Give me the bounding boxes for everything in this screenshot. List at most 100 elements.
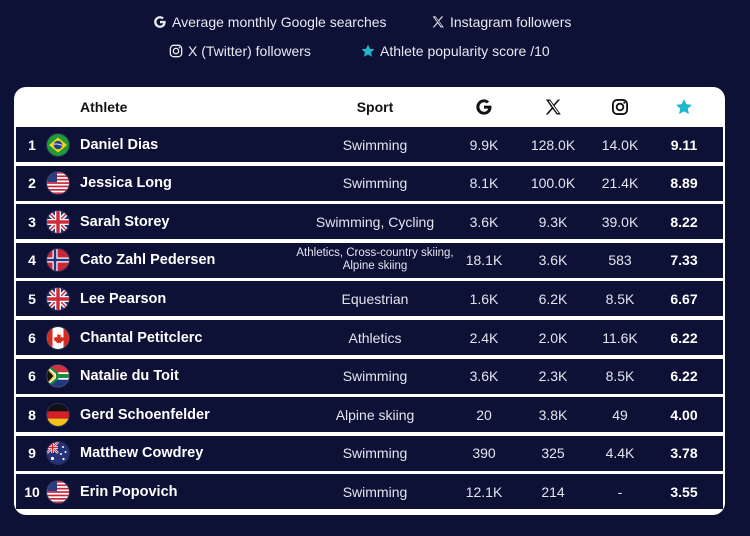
- score-cell: 6.22: [670, 329, 698, 346]
- flag-uk-icon: [46, 209, 70, 234]
- rank-cell: 6: [28, 329, 36, 346]
- google-searches-cell: 12.1K: [465, 483, 503, 500]
- athlete-name-cell: Daniel Dias: [80, 136, 159, 153]
- athlete-name-cell: Cato Zahl Pedersen: [80, 252, 216, 269]
- instagram-followers-cell: 583: [608, 252, 632, 269]
- flag-south-africa-icon: [46, 364, 70, 389]
- instagram-followers-cell: 14.0K: [601, 136, 639, 153]
- google-searches-cell: 20: [476, 406, 492, 423]
- flag-australia-icon: [46, 441, 70, 466]
- instagram-followers-cell: 21.4K: [601, 175, 639, 192]
- sport-cell: Athletics: [348, 329, 402, 346]
- header-google-icon: [460, 87, 508, 127]
- sport-cell: Athletics, Cross-country skiing, Alpine …: [296, 247, 454, 273]
- legend-row-1: Average monthly Google searches Instagra…: [0, 10, 750, 34]
- table-card: Athlete Sport 1 Daniel Dias Swimming 9.9K 12…: [14, 87, 725, 515]
- score-cell: 9.11: [670, 136, 698, 153]
- table-row: 9 Matthew Cowdrey Swimming 390 325 4.4K 3.78: [16, 435, 723, 471]
- legend-instagram: X (Twitter) followers: [168, 39, 311, 63]
- sport-cell: Alpine skiing: [335, 406, 415, 423]
- instagram-followers-cell: -: [617, 483, 623, 500]
- flag-germany-icon: [46, 402, 70, 427]
- flag-uk-icon: [46, 286, 70, 311]
- instagram-followers-cell: 4.4K: [605, 445, 635, 462]
- table-row: 2 Jessica Long Swimming 8.1K 100.0K 21.4K 8.89: [16, 165, 723, 201]
- google-searches-cell: 18.1K: [465, 252, 503, 269]
- legend-google: Average monthly Google searches: [152, 10, 387, 34]
- score-cell: 6.22: [670, 368, 698, 385]
- sport-cell: Swimming, Cycling: [315, 213, 435, 230]
- x-followers-cell: 100.0K: [530, 175, 576, 192]
- x-followers-cell: 6.2K: [538, 290, 568, 307]
- score-cell: 3.78: [670, 445, 698, 462]
- x-followers-cell: 3.8K: [538, 406, 568, 423]
- table-row: 1 Daniel Dias Swimming 9.9K 128.0K 14.0K 9.11: [16, 127, 723, 162]
- google-searches-cell: 1.6K: [469, 290, 499, 307]
- google-searches-cell: 2.4K: [469, 329, 499, 346]
- score-cell: 4.00: [670, 406, 698, 423]
- rank-cell: 9: [28, 445, 36, 462]
- sport-cell: Swimming: [342, 175, 408, 192]
- legend-x: Instagram followers: [430, 10, 571, 34]
- athlete-name-cell: Chantal Petitclerc: [80, 329, 203, 346]
- instagram-followers-cell: 11.6K: [602, 329, 638, 346]
- table-row: 6 Chantal Petitclerc Athletics 2.4K 2.0K 11.6…: [16, 320, 723, 355]
- instagram-followers-cell: 49: [612, 406, 628, 423]
- x-icon: [430, 14, 446, 30]
- header-star-icon: [658, 87, 710, 127]
- athlete-name-cell: Matthew Cowdrey: [80, 445, 204, 462]
- sport-cell: Swimming: [342, 483, 408, 500]
- flag-cell: [46, 474, 70, 509]
- athlete-name-cell: Gerd Schoenfelder: [80, 406, 210, 423]
- x-followers-cell: 325: [541, 445, 565, 462]
- score-cell: 8.89: [670, 175, 698, 192]
- x-followers-cell: 2.0K: [538, 329, 568, 346]
- sport-cell: Swimming: [342, 136, 408, 153]
- table-row: 4 Cato Zahl Pedersen Athletics, Cross-coun…: [16, 242, 723, 278]
- athlete-name-cell: Natalie du Toit: [80, 368, 179, 385]
- legend-row-2: X (Twitter) followers Athlete popularity…: [0, 39, 750, 63]
- instagram-icon: [168, 43, 184, 59]
- flag-usa-icon: [46, 171, 70, 196]
- x-followers-cell: 3.6K: [538, 252, 568, 269]
- google-searches-cell: 390: [472, 445, 496, 462]
- rank-cell: 3: [28, 213, 36, 230]
- table-row: 6 Natalie du Toit Swimming 3.6K 2.3K 8.5K 6.22: [16, 358, 723, 394]
- score-cell: 7.33: [670, 252, 698, 269]
- athlete-name-cell: Lee Pearson: [80, 290, 167, 307]
- star-icon: [360, 43, 376, 59]
- rank-cell: 6: [28, 368, 36, 385]
- table-row: 10 Erin Popovich Swimming 12.1K 214 - 3.55: [16, 474, 723, 510]
- sport-cell: Swimming: [342, 368, 408, 385]
- athlete-name-cell: Jessica Long: [80, 175, 172, 192]
- instagram-followers-cell: 8.5K: [605, 290, 635, 307]
- table-header: Athlete Sport: [14, 87, 725, 127]
- flag-cell: [46, 204, 70, 239]
- athlete-name-cell: Sarah Storey: [80, 213, 170, 230]
- flag-cell: [46, 127, 70, 162]
- flag-canada-icon: [46, 325, 70, 350]
- flag-cell: [46, 320, 70, 355]
- header-athlete: Athlete: [80, 99, 128, 115]
- score-cell: 3.55: [670, 483, 698, 500]
- flag-norway-icon: [46, 248, 70, 273]
- instagram-followers-cell: 8.5K: [605, 368, 635, 385]
- x-followers-cell: 128.0K: [530, 136, 576, 153]
- legend-x-label: Instagram followers: [450, 14, 572, 30]
- flag-cell: [46, 166, 70, 201]
- rank-cell: 8: [28, 406, 36, 423]
- score-cell: 8.22: [670, 213, 698, 230]
- rank-cell: 2: [28, 175, 36, 192]
- google-searches-cell: 9.9K: [469, 136, 499, 153]
- flag-cell: [46, 243, 70, 278]
- flag-cell: [46, 436, 70, 471]
- rank-cell: 10: [24, 483, 40, 500]
- flag-cell: [46, 397, 70, 432]
- flag-usa-icon: [46, 479, 70, 504]
- flag-cell: [46, 281, 70, 316]
- google-icon: [152, 14, 168, 30]
- legend-star: Athlete popularity score /10: [360, 39, 550, 63]
- table-row: 5 Lee Pearson Equestrian 1.6K 6.2K 8.5K 6.67: [16, 281, 723, 317]
- header-x-icon: [525, 87, 581, 127]
- x-followers-cell: 214: [541, 483, 565, 500]
